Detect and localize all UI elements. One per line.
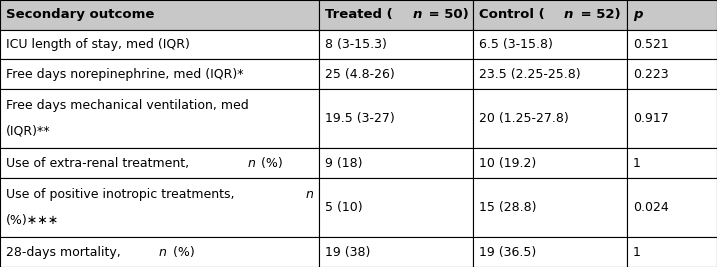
Text: = 50): = 50) <box>424 8 469 21</box>
Bar <box>0 59 319 89</box>
Text: (%): (%) <box>257 157 283 170</box>
Text: 10 (19.2): 10 (19.2) <box>479 157 536 170</box>
Text: Use of extra-renal treatment,: Use of extra-renal treatment, <box>6 157 193 170</box>
Bar <box>0 30 319 59</box>
Bar <box>319 59 473 89</box>
Text: n: n <box>305 189 313 202</box>
Text: 8 (3-15.3): 8 (3-15.3) <box>325 38 386 51</box>
Text: 15 (28.8): 15 (28.8) <box>479 201 536 214</box>
Bar <box>473 237 627 267</box>
Text: Control (: Control ( <box>479 8 545 21</box>
Bar <box>473 89 627 148</box>
Bar <box>319 148 473 178</box>
Text: 9 (18): 9 (18) <box>325 157 362 170</box>
Bar <box>0 0 319 30</box>
Text: 0.521: 0.521 <box>633 38 669 51</box>
Text: 19.5 (3-27): 19.5 (3-27) <box>325 112 394 125</box>
Text: n: n <box>564 8 573 21</box>
Text: (%)∗∗∗: (%)∗∗∗ <box>6 214 59 227</box>
Text: 19 (38): 19 (38) <box>325 246 370 259</box>
Bar <box>0 89 319 148</box>
Text: 1: 1 <box>633 157 641 170</box>
Bar <box>319 30 473 59</box>
Bar <box>319 0 473 30</box>
Bar <box>627 178 717 237</box>
Bar <box>319 178 473 237</box>
Text: 0.223: 0.223 <box>633 68 669 81</box>
Text: (IQR)**: (IQR)** <box>6 125 50 138</box>
Text: n: n <box>247 157 255 170</box>
Text: 25 (4.8-26): 25 (4.8-26) <box>325 68 394 81</box>
Text: 28-days mortality,: 28-days mortality, <box>6 246 125 259</box>
Bar <box>319 89 473 148</box>
Bar <box>627 148 717 178</box>
Text: n: n <box>412 8 422 21</box>
Text: Use of positive inotropic treatments,: Use of positive inotropic treatments, <box>6 189 238 202</box>
Bar <box>627 89 717 148</box>
Bar <box>473 178 627 237</box>
Text: ICU length of stay, med (IQR): ICU length of stay, med (IQR) <box>6 38 189 51</box>
Bar <box>473 30 627 59</box>
Bar <box>0 148 319 178</box>
Bar <box>319 237 473 267</box>
Bar <box>0 237 319 267</box>
Bar <box>473 148 627 178</box>
Bar <box>627 0 717 30</box>
Text: 5 (10): 5 (10) <box>325 201 362 214</box>
Bar <box>0 178 319 237</box>
Text: 6.5 (3-15.8): 6.5 (3-15.8) <box>479 38 553 51</box>
Bar <box>473 0 627 30</box>
Text: 19 (36.5): 19 (36.5) <box>479 246 536 259</box>
Bar <box>473 59 627 89</box>
Text: Treated (: Treated ( <box>325 8 392 21</box>
Text: Free days norepinephrine, med (IQR)*: Free days norepinephrine, med (IQR)* <box>6 68 243 81</box>
Text: 23.5 (2.25-25.8): 23.5 (2.25-25.8) <box>479 68 581 81</box>
Bar <box>627 237 717 267</box>
Text: 1: 1 <box>633 246 641 259</box>
Text: Secondary outcome: Secondary outcome <box>6 8 154 21</box>
Text: (%): (%) <box>169 246 195 259</box>
Text: p: p <box>633 8 642 21</box>
Text: 0.024: 0.024 <box>633 201 669 214</box>
Text: n: n <box>159 246 167 259</box>
Text: = 52): = 52) <box>576 8 620 21</box>
Bar <box>627 30 717 59</box>
Text: 20 (1.25-27.8): 20 (1.25-27.8) <box>479 112 569 125</box>
Bar <box>627 59 717 89</box>
Text: Free days mechanical ventilation, med: Free days mechanical ventilation, med <box>6 100 249 112</box>
Text: 0.917: 0.917 <box>633 112 669 125</box>
